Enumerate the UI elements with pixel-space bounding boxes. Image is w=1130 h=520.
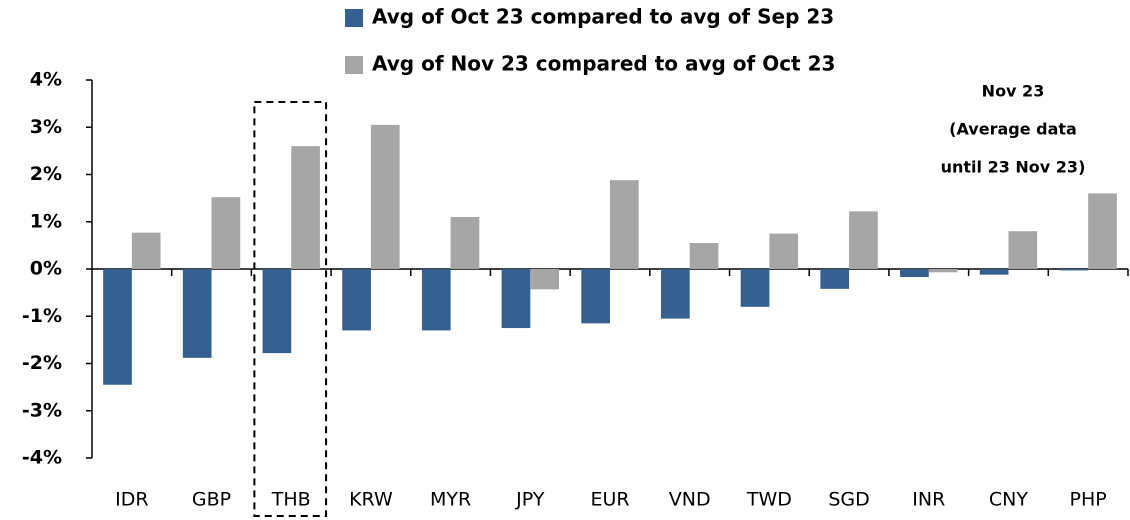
annotation: (Average data (949, 120, 1077, 139)
bar (131, 232, 161, 269)
bar (769, 233, 799, 269)
x-tick-label: VND (669, 489, 711, 511)
legend-swatch (345, 9, 363, 27)
y-tick-label: 4% (30, 69, 62, 91)
bar (370, 124, 400, 269)
bar (928, 269, 958, 273)
bar (610, 180, 639, 269)
y-tick-label: -4% (22, 447, 62, 469)
bar (262, 269, 292, 354)
bar (689, 243, 719, 269)
bar (849, 211, 878, 269)
y-tick-label: 2% (30, 163, 62, 185)
x-tick-label: KRW (349, 489, 393, 511)
x-tick-label: EUR (590, 489, 629, 511)
legend-label: Avg of Oct 23 compared to avg of Sep 23 (372, 5, 834, 29)
x-tick-label: PHP (1070, 489, 1107, 511)
bar (900, 269, 929, 278)
y-tick-label: 3% (30, 116, 62, 138)
y-tick-label: -1% (22, 305, 62, 327)
bar (661, 269, 690, 319)
y-tick-label: -3% (22, 399, 62, 421)
x-tick-label: MYR (430, 489, 471, 511)
y-tick-label: -2% (22, 352, 62, 374)
legend-label: Avg of Nov 23 compared to avg of Oct 23 (372, 52, 835, 76)
bar (1008, 231, 1038, 269)
x-tick-label: IDR (115, 489, 148, 511)
bar (450, 217, 480, 269)
bar (1059, 269, 1089, 271)
x-tick-label: INR (912, 489, 945, 511)
bar (581, 269, 610, 324)
y-tick-label: 0% (30, 258, 62, 280)
x-tick-label: SGD (828, 489, 869, 511)
bar (211, 197, 241, 269)
x-tick-label: THB (271, 489, 311, 511)
bar (740, 269, 770, 307)
bar (979, 269, 1009, 275)
bar (421, 269, 451, 331)
y-tick-label: 1% (30, 210, 62, 232)
legend-swatch (345, 56, 363, 74)
bar (103, 269, 132, 385)
x-tick-label: TWD (746, 489, 792, 511)
bar (530, 269, 559, 290)
bar (342, 269, 371, 331)
bar (291, 146, 320, 269)
annotation: until 23 Nov 23) (941, 158, 1086, 177)
annotation: Nov 23 (982, 82, 1045, 101)
x-tick-label: GBP (192, 489, 231, 511)
x-tick-label: CNY (989, 489, 1028, 511)
highlight-box (253, 101, 328, 517)
bar (1088, 193, 1117, 269)
bar (820, 269, 850, 289)
bar (501, 269, 531, 329)
bar (182, 269, 212, 358)
x-tick-label: JPY (515, 489, 545, 511)
